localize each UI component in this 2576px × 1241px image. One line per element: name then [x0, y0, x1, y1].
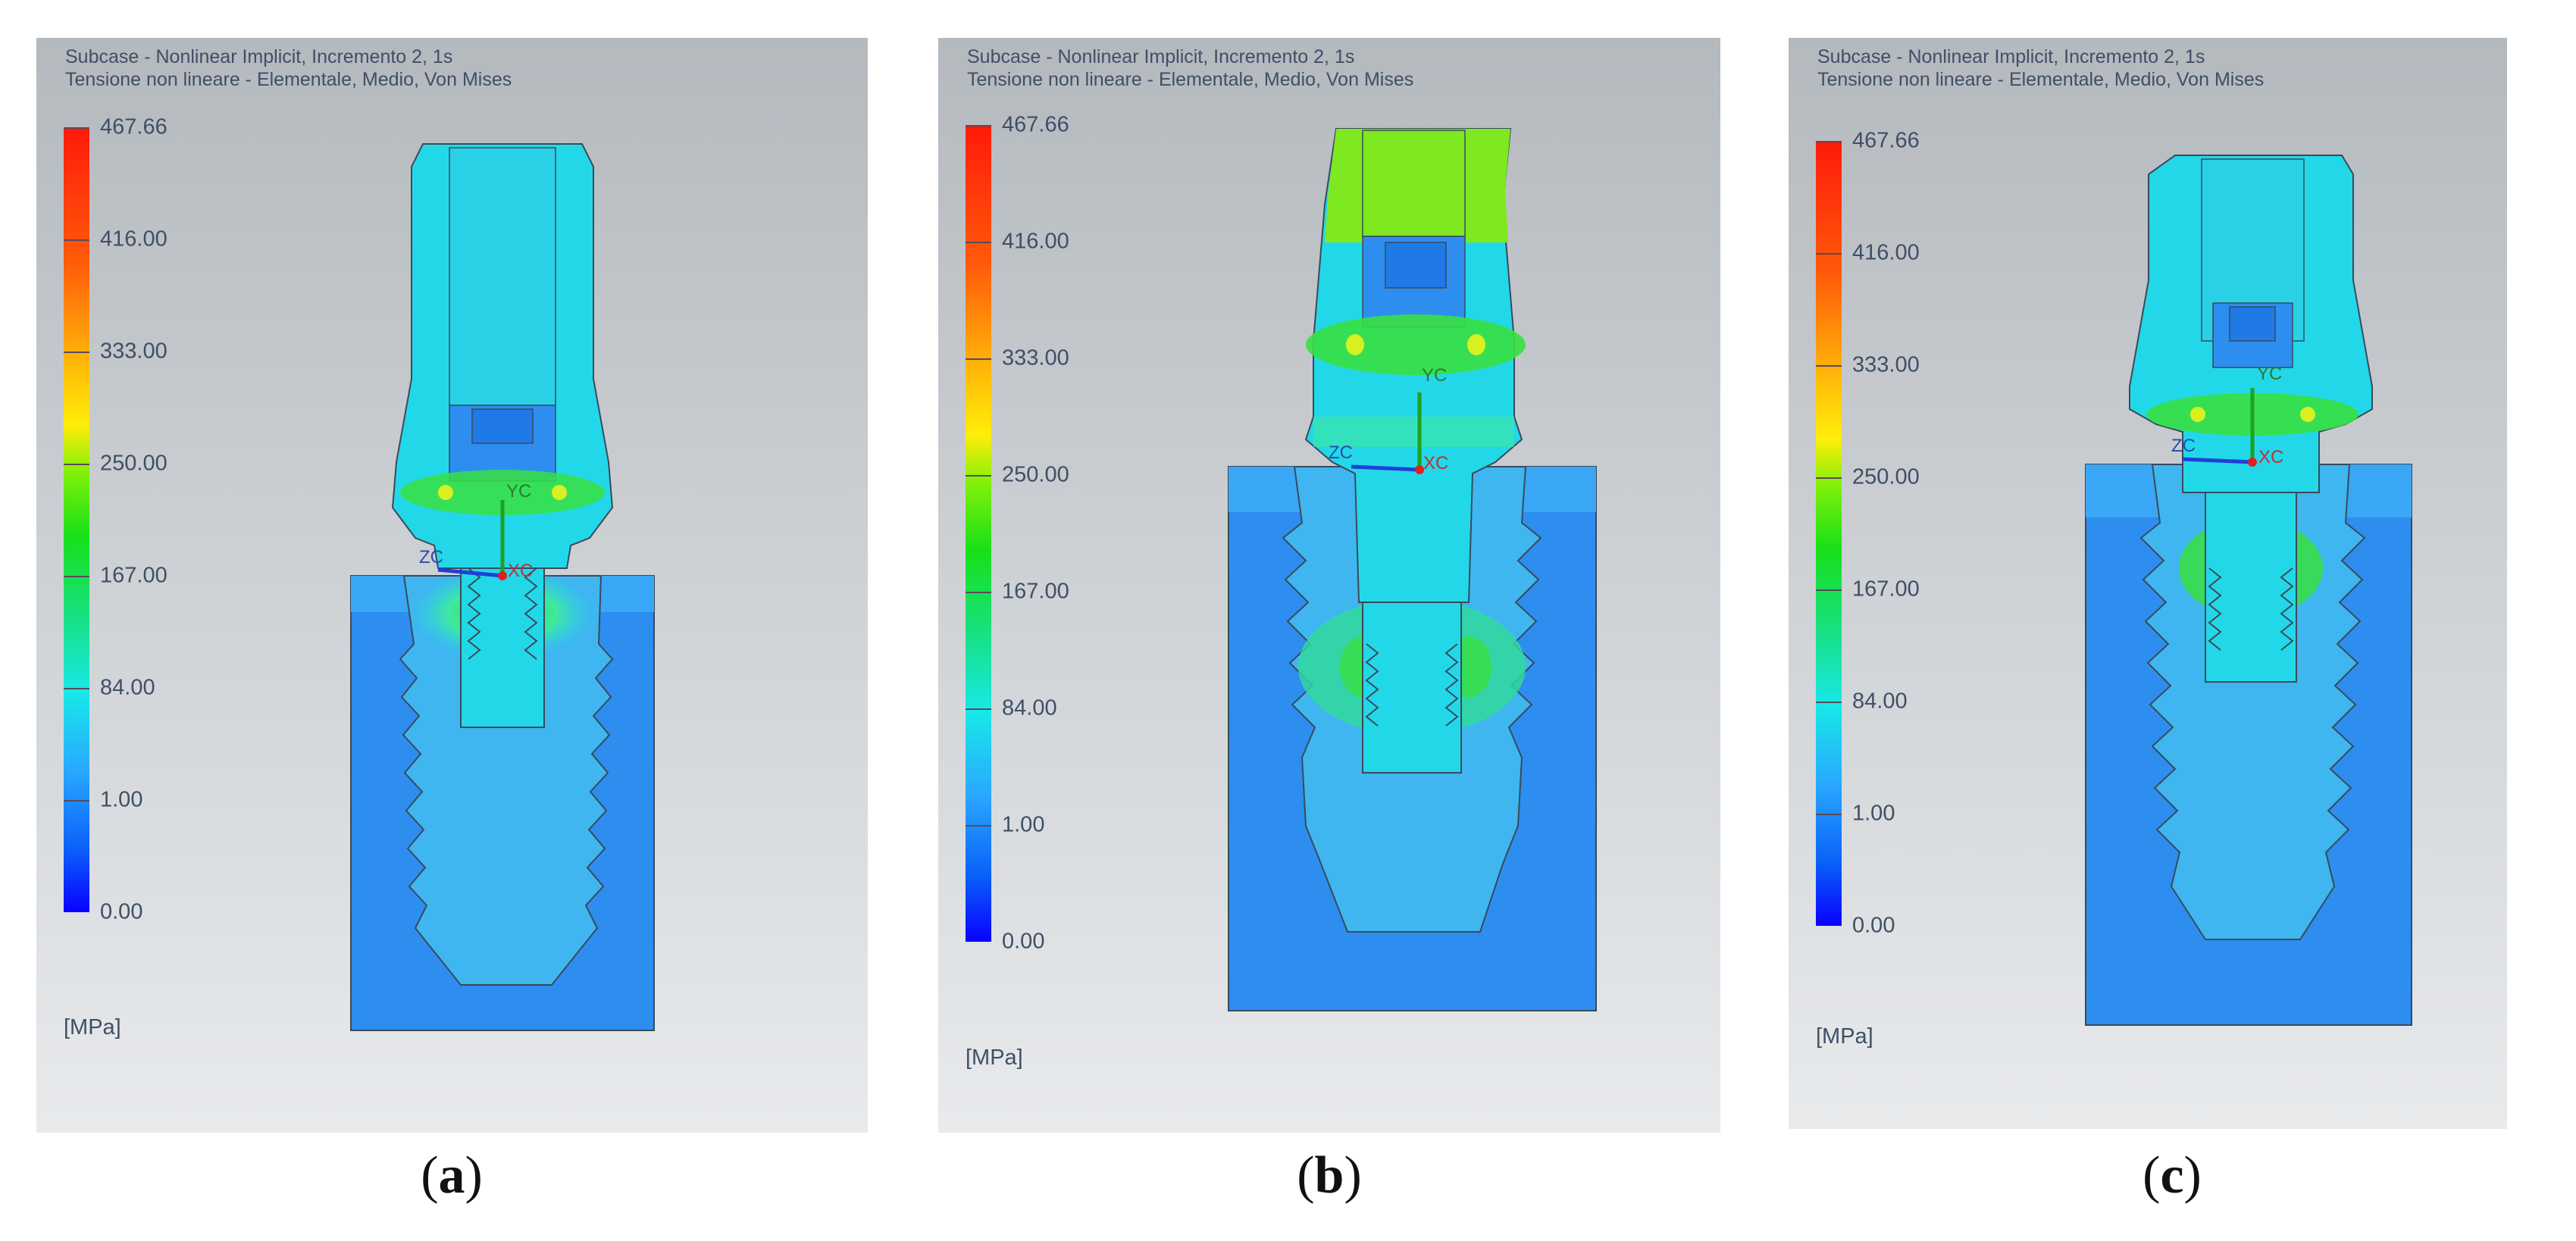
caption-c: (c) [2142, 1146, 2202, 1205]
fea-model-c [1789, 38, 2507, 1129]
fea-panel-c: Subcase - Nonlinear Implicit, Incremento… [1789, 38, 2507, 1129]
axis-label-z: ZC [419, 547, 443, 567]
scale-label: 467.66 [1002, 112, 1069, 137]
panel-header: Subcase - Nonlinear Implicit, Incremento… [65, 45, 512, 91]
scale-label: 167.00 [100, 563, 167, 588]
panel-header: Subcase - Nonlinear Implicit, Incremento… [1817, 45, 2264, 91]
axis-label-y: YC [506, 481, 532, 502]
header-line-2: Tensione non lineare - Elementale, Medio… [1817, 69, 2265, 90]
caption-letter: b [1314, 1146, 1344, 1205]
scale-label: 167.00 [1852, 577, 1920, 602]
scale-label: 167.00 [1002, 579, 1069, 604]
scale-label: 250.00 [100, 451, 167, 476]
scale-label: 84.00 [1002, 696, 1057, 721]
color-scale: 467.66 416.00 333.00 250.00 167.00 84.00… [64, 115, 167, 924]
scale-label: 467.66 [100, 114, 167, 139]
fea-panel-a: Subcase - Nonlinear Implicit, Incremento… [36, 38, 868, 1133]
scale-label: 250.00 [1852, 464, 1920, 489]
color-scale-bar [64, 127, 89, 912]
header-line-1: Subcase - Nonlinear Implicit, Incremento… [967, 46, 1355, 67]
scale-label: 1.00 [100, 787, 143, 812]
unit-label: [MPa] [966, 1046, 1023, 1070]
caption-letter: c [2160, 1146, 2184, 1205]
scale-label: 333.00 [1002, 345, 1069, 370]
axis-label-y: YC [2257, 364, 2283, 384]
color-scale: 467.66 416.00 333.00 250.00 167.00 84.00… [1816, 129, 1920, 938]
panel-header: Subcase - Nonlinear Implicit, Incremento… [967, 45, 1413, 91]
color-scale-bar [966, 125, 991, 942]
header-line-2: Tensione non lineare - Elementale, Medio… [967, 69, 1414, 90]
axis-label-x: XC [508, 561, 534, 581]
fea-model-a [36, 38, 868, 1133]
caption-letter: a [438, 1146, 465, 1205]
scale-label: 1.00 [1002, 812, 1045, 837]
color-scale: 467.66 416.00 333.00 250.00 167.00 84.00… [966, 113, 1069, 954]
caption-b: (b) [1297, 1146, 1362, 1205]
scale-label: 416.00 [100, 227, 167, 252]
unit-label: [MPa] [1816, 1024, 1873, 1049]
scale-label: 416.00 [1852, 240, 1920, 265]
header-line-1: Subcase - Nonlinear Implicit, Incremento… [1817, 46, 2205, 67]
implant-body [399, 575, 614, 986]
fea-panel-b: Subcase - Nonlinear Implicit, Incremento… [938, 38, 1720, 1133]
scale-label: 467.66 [1852, 128, 1920, 153]
scale-label: 333.00 [100, 339, 167, 364]
color-scale-bar [1816, 141, 1842, 926]
scale-label: 333.00 [1852, 352, 1920, 377]
fea-model-b [938, 38, 1720, 1133]
caption-a: (a) [421, 1146, 483, 1205]
axis-label-x: XC [1423, 453, 1449, 474]
axis-label-z: ZC [2171, 436, 2196, 456]
scale-label: 1.00 [1852, 801, 1895, 826]
scale-label: 0.00 [100, 899, 143, 924]
axis-label-y: YC [1422, 365, 1448, 386]
header-line-2: Tensione non lineare - Elementale, Medio… [65, 69, 512, 90]
scale-label: 250.00 [1002, 462, 1069, 487]
axis-label-x: XC [2258, 447, 2284, 467]
scale-label: 84.00 [1852, 689, 1908, 714]
header-line-1: Subcase - Nonlinear Implicit, Incremento… [65, 46, 453, 67]
scale-label: 84.00 [100, 675, 155, 700]
axis-label-z: ZC [1329, 442, 1353, 463]
scale-label: 0.00 [1002, 929, 1045, 954]
unit-label: [MPa] [64, 1015, 121, 1039]
scale-label: 0.00 [1852, 913, 1895, 938]
scale-label: 416.00 [1002, 229, 1069, 254]
